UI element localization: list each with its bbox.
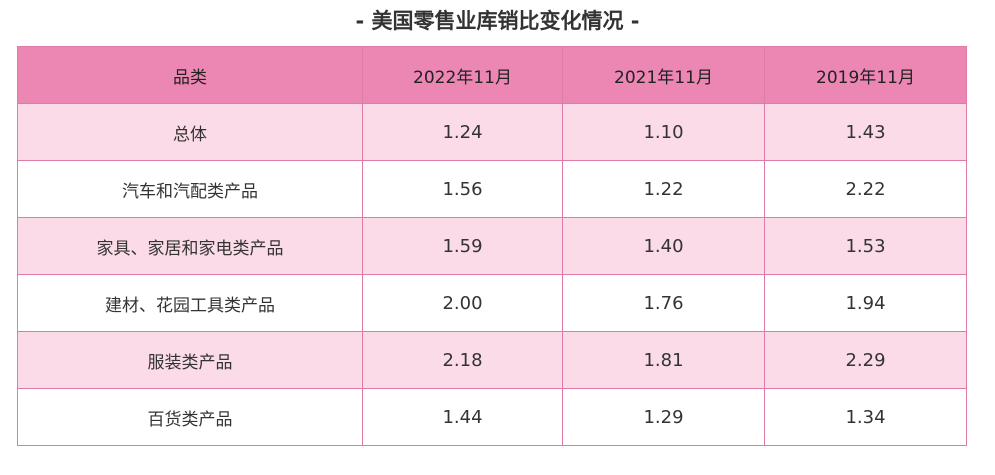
header-2019-nov: 2019年11月 (764, 46, 967, 104)
header-2021-nov: 2021年11月 (562, 46, 765, 104)
cell-2022: 1.59 (362, 217, 563, 275)
header-row: 品类 2022年11月 2021年11月 2019年11月 (17, 46, 967, 104)
cell-2019: 1.43 (764, 103, 967, 161)
cell-2021: 1.22 (562, 160, 765, 218)
table-row: 服装类产品 2.18 1.81 2.29 (17, 331, 967, 389)
row-label: 汽车和汽配类产品 (17, 160, 363, 218)
table-row: 汽车和汽配类产品 1.56 1.22 2.22 (17, 160, 967, 218)
row-label: 服装类产品 (17, 331, 363, 389)
cell-2022: 2.18 (362, 331, 563, 389)
cell-2022: 1.56 (362, 160, 563, 218)
row-label: 百货类产品 (17, 388, 363, 446)
header-category: 品类 (17, 46, 363, 104)
cell-2019: 1.94 (764, 274, 967, 332)
table-row: 百货类产品 1.44 1.29 1.34 (17, 388, 967, 446)
row-label: 建材、花园工具类产品 (17, 274, 363, 332)
cell-2022: 2.00 (362, 274, 563, 332)
cell-2019: 1.53 (764, 217, 967, 275)
row-label: 总体 (17, 103, 363, 161)
table-row: 总体 1.24 1.10 1.43 (17, 103, 967, 161)
cell-2019: 2.22 (764, 160, 967, 218)
table-row: 建材、花园工具类产品 2.00 1.76 1.94 (17, 274, 967, 332)
cell-2021: 1.40 (562, 217, 765, 275)
table-title: - 美国零售业库销比变化情况 - (355, 9, 640, 33)
cell-2021: 1.81 (562, 331, 765, 389)
inventory-sales-ratio-table: 品类 2022年11月 2021年11月 2019年11月 总体 1.24 1.… (17, 46, 967, 446)
header-2022-nov: 2022年11月 (362, 46, 563, 104)
table-row: 家具、家居和家电类产品 1.59 1.40 1.53 (17, 217, 967, 275)
cell-2021: 1.10 (562, 103, 765, 161)
cell-2021: 1.29 (562, 388, 765, 446)
cell-2022: 1.44 (362, 388, 563, 446)
cell-2019: 1.34 (764, 388, 967, 446)
cell-2019: 2.29 (764, 331, 967, 389)
cell-2022: 1.24 (362, 103, 563, 161)
cell-2021: 1.76 (562, 274, 765, 332)
row-label: 家具、家居和家电类产品 (17, 217, 363, 275)
